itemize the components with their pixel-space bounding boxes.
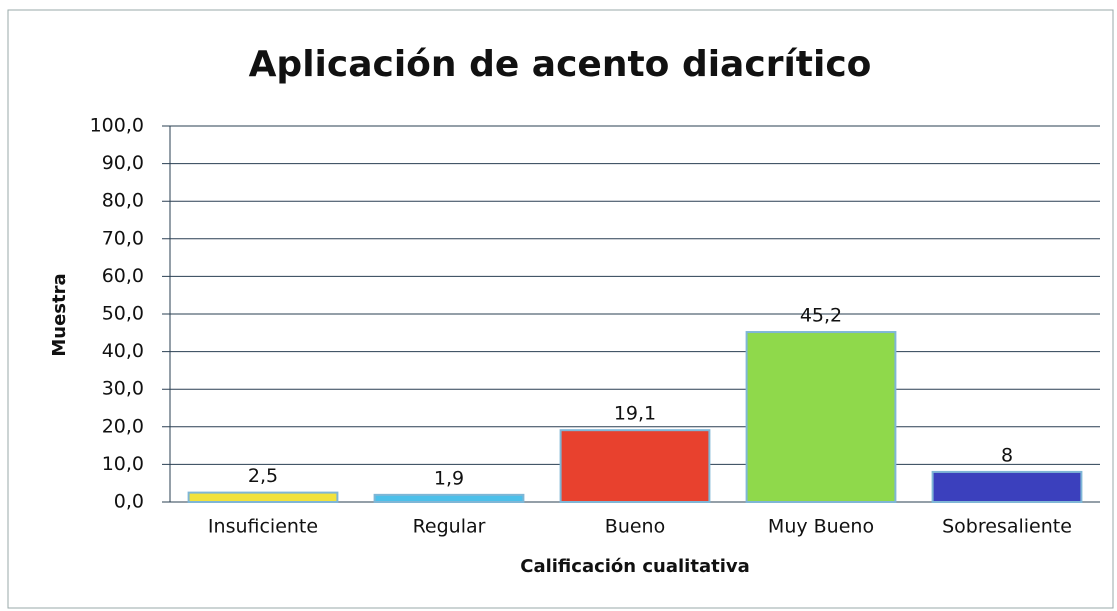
y-tick-label: 90,0 <box>102 152 144 174</box>
bar <box>187 491 339 504</box>
data-label: 19,1 <box>614 403 656 425</box>
y-axis-title: Muestra <box>49 273 70 356</box>
y-tick-label: 20,0 <box>102 415 144 437</box>
bar <box>931 470 1083 504</box>
y-tick-label: 10,0 <box>102 453 144 475</box>
x-tick-label: Sobresaliente <box>942 516 1072 538</box>
y-tick-label: 30,0 <box>102 378 144 400</box>
y-tick-label: 80,0 <box>102 190 144 212</box>
data-label: 45,2 <box>800 305 842 327</box>
y-tick-label: 60,0 <box>102 265 144 287</box>
x-axis-title: Calificación cualitativa <box>520 556 750 577</box>
data-label: 2,5 <box>248 465 278 487</box>
x-tick-label: Muy Bueno <box>768 516 874 538</box>
y-tick-label: 40,0 <box>102 340 144 362</box>
data-label: 1,9 <box>434 467 464 489</box>
y-tick-label: 70,0 <box>102 227 144 249</box>
x-tick-label: Regular <box>413 516 486 538</box>
bar <box>559 429 711 503</box>
chart-frame <box>7 9 1114 609</box>
data-label: 8 <box>1001 444 1013 466</box>
y-tick-label: 0,0 <box>114 491 144 513</box>
x-tick-label: Bueno <box>605 516 665 538</box>
y-tick-label: 100,0 <box>90 115 144 137</box>
bar <box>745 331 897 503</box>
bar <box>373 493 525 503</box>
chart-title: Aplicación de acento diacrítico <box>249 44 872 85</box>
x-tick-label: Insuficiente <box>208 516 318 538</box>
y-tick-label: 50,0 <box>102 303 144 325</box>
